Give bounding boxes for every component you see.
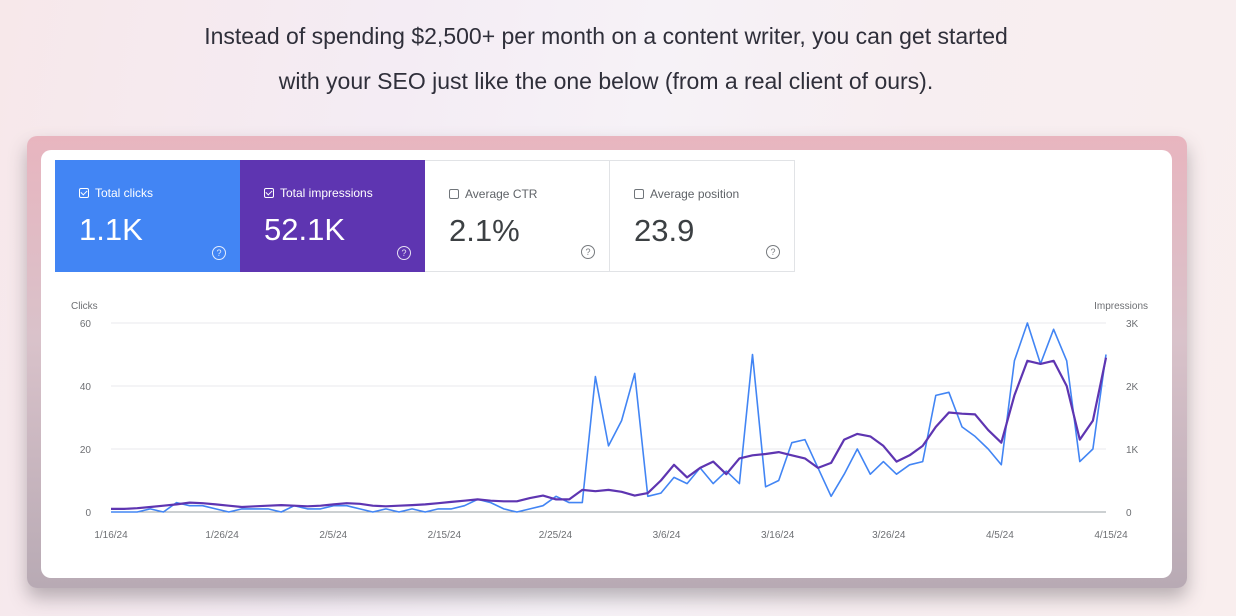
impressions-series-line	[111, 357, 1108, 510]
metric-tiles: Total clicks 1.1K ? Total impressions 52…	[55, 160, 795, 272]
intro-line-1: Instead of spending $2,500+ per month on…	[204, 23, 1008, 49]
metric-tile-average-position[interactable]: Average position 23.9 ?	[610, 160, 795, 272]
x-tick-label: 1/26/24	[205, 530, 239, 541]
right-tick-label: 0	[1126, 508, 1132, 519]
left-tick-label: 40	[80, 382, 92, 393]
metric-label: Total impressions	[280, 186, 373, 200]
metric-tile-total-impressions[interactable]: Total impressions 52.1K ?	[240, 160, 425, 272]
metric-label: Total clicks	[95, 186, 154, 200]
intro-line-2: with your SEO just like the one below (f…	[278, 68, 934, 94]
metric-value: 2.1%	[449, 213, 520, 248]
metric-label: Average CTR	[465, 187, 538, 201]
left-tick-label: 20	[80, 445, 92, 456]
x-tick-label: 3/26/24	[872, 530, 906, 541]
metric-label: Average position	[650, 187, 740, 201]
metric-value: 52.1K	[264, 212, 346, 247]
left-tick-label: 60	[80, 319, 92, 330]
clicks-series-line	[111, 322, 1107, 513]
metric-tile-average-ctr[interactable]: Average CTR 2.1% ?	[425, 160, 610, 272]
left-axis-title: Clicks	[71, 301, 98, 312]
x-tick-label: 4/5/24	[986, 530, 1014, 541]
metric-value: 1.1K	[79, 212, 143, 247]
checkbox-icon[interactable]	[449, 189, 459, 199]
left-tick-label: 0	[85, 508, 91, 519]
right-tick-label: 1K	[1126, 445, 1139, 456]
checkbox-checked-icon[interactable]	[264, 188, 274, 198]
help-icon[interactable]: ?	[212, 246, 226, 260]
x-tick-label: 3/6/24	[653, 530, 681, 541]
checkbox-checked-icon[interactable]	[79, 188, 89, 198]
x-tick-label: 3/16/24	[761, 530, 795, 541]
x-tick-label: 2/15/24	[428, 530, 462, 541]
metric-tile-total-clicks[interactable]: Total clicks 1.1K ?	[55, 160, 240, 272]
right-tick-label: 2K	[1126, 382, 1139, 393]
checkbox-icon[interactable]	[634, 189, 644, 199]
help-icon[interactable]: ?	[397, 246, 411, 260]
help-icon[interactable]: ?	[766, 245, 780, 259]
right-tick-label: 3K	[1126, 319, 1139, 330]
metric-value: 23.9	[634, 213, 695, 248]
x-tick-label: 2/5/24	[319, 530, 347, 541]
x-tick-label: 2/25/24	[539, 530, 573, 541]
x-tick-label: 4/15/24	[1094, 530, 1128, 541]
performance-card: Total clicks 1.1K ? Total impressions 52…	[41, 150, 1172, 578]
right-axis-title: Impressions	[1094, 301, 1148, 312]
intro-text: Instead of spending $2,500+ per month on…	[0, 14, 1212, 104]
help-icon[interactable]: ?	[581, 245, 595, 259]
x-tick-label: 1/16/24	[94, 530, 128, 541]
